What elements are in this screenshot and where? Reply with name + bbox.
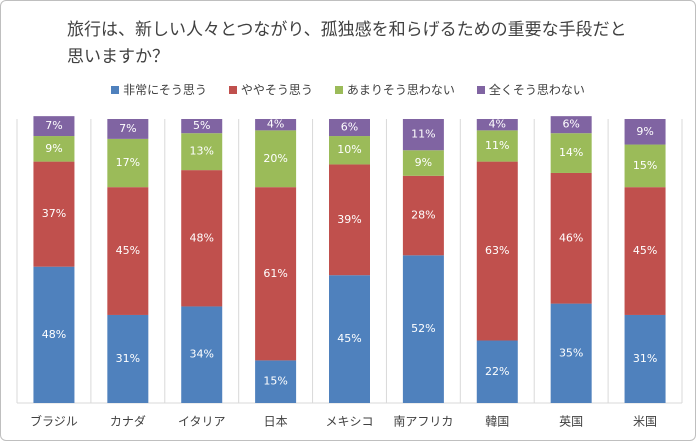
x-tick-label: 南アフリカ [393, 414, 453, 429]
bar-segment [624, 119, 666, 145]
bar-segment [33, 136, 75, 162]
data-label: 61% [263, 267, 287, 280]
bar-segment [255, 360, 297, 403]
data-label: 11% [411, 128, 435, 141]
data-label: 45% [337, 332, 361, 345]
legend-label: ややそう思う [240, 83, 313, 97]
data-label: 9% [636, 125, 653, 138]
bar-segment [624, 144, 666, 188]
bar-segment [476, 340, 518, 403]
bar-segment [550, 133, 592, 173]
legend-swatch [111, 85, 120, 94]
bar-segment [329, 119, 370, 137]
legend: 非常にそう思う ややそう思う あまりそう思わない 全くそう思わない [1, 81, 695, 98]
bar-segment [255, 187, 297, 361]
data-label: 11% [485, 139, 509, 152]
bar-segment [402, 175, 444, 256]
legend-item: ややそう思う [228, 81, 313, 98]
legend-item: 全くそう思わない [476, 81, 585, 98]
data-label: 45% [116, 244, 140, 257]
data-label: 13% [189, 145, 213, 158]
legend-swatch [228, 85, 237, 94]
bar-segment [33, 266, 75, 403]
bar-segment [181, 170, 223, 307]
bar-segment [402, 255, 444, 403]
legend-swatch [476, 85, 485, 94]
data-label: 48% [42, 328, 66, 341]
legend-label: あまりそう思わない [346, 83, 455, 97]
data-label: 28% [411, 209, 435, 222]
bar-segment [550, 172, 592, 304]
bar-segment [476, 161, 518, 341]
bar-segment [402, 119, 444, 151]
data-label: 63% [485, 244, 509, 257]
data-label: 15% [263, 375, 287, 388]
data-label: 14% [559, 146, 583, 159]
data-label: 7% [119, 122, 136, 135]
data-label: 7% [45, 119, 62, 132]
bar-segment [476, 130, 518, 162]
data-label: 10% [337, 143, 361, 156]
bar-segment [107, 119, 149, 139]
data-label: 46% [559, 231, 583, 244]
x-tick-label: メキシコ [325, 415, 373, 429]
bar-segment [329, 164, 370, 276]
data-label: 17% [116, 156, 140, 169]
bar-segment [550, 303, 592, 403]
bar-segment [181, 133, 223, 171]
legend-swatch [334, 85, 343, 94]
data-label: 22% [485, 365, 509, 378]
bar-segment [624, 314, 666, 403]
x-tick-label: ブラジル [30, 414, 78, 429]
data-label: 48% [189, 231, 213, 244]
x-tick-label: 米国 [633, 415, 657, 429]
bar-segment [550, 116, 592, 134]
legend-label: 非常にそう思う [123, 83, 207, 97]
legend-label: 全くそう思わない [488, 83, 585, 97]
data-label: 5% [193, 119, 210, 132]
x-tick-label: 韓国 [485, 415, 509, 429]
bar-segment [624, 187, 666, 315]
data-label: 31% [633, 352, 657, 365]
bar-segment [107, 187, 149, 315]
bar-segment [33, 116, 75, 137]
bar-segment [255, 119, 297, 131]
bar-segment [181, 306, 223, 403]
bar-segment [255, 130, 297, 188]
data-label: 4% [267, 118, 284, 131]
data-label: 45% [633, 244, 657, 257]
data-label: 6% [562, 118, 579, 131]
legend-item: 非常にそう思う [111, 81, 207, 98]
data-label: 52% [411, 322, 435, 335]
bar-segment [181, 119, 223, 134]
bar-segment [329, 275, 370, 403]
bar-segment [107, 314, 149, 403]
x-tick-label: カナダ [110, 414, 146, 429]
bar-segment [329, 136, 370, 165]
data-label: 9% [45, 142, 62, 155]
data-label: 37% [42, 207, 66, 220]
x-tick-label: 英国 [559, 415, 583, 429]
data-label: 6% [341, 121, 358, 134]
bar-segment [107, 138, 149, 188]
legend-item: あまりそう思わない [334, 81, 455, 98]
data-label: 20% [263, 152, 287, 165]
bar-segment [476, 119, 518, 131]
chart-title: 旅行は、新しい人々とつながり、孤独感を和らげるための重要な手段だと思いますか？ [67, 20, 627, 67]
bar-segment [402, 150, 444, 176]
bar-segment [33, 161, 75, 267]
x-tick-label: イタリア [178, 415, 226, 429]
data-label: 31% [116, 352, 140, 365]
data-label: 34% [189, 348, 213, 361]
data-label: 9% [415, 156, 432, 169]
data-label: 15% [633, 159, 657, 172]
data-label: 35% [559, 346, 583, 359]
data-label: 4% [489, 118, 506, 131]
x-tick-label: 日本 [264, 415, 288, 429]
data-label: 39% [337, 213, 361, 226]
